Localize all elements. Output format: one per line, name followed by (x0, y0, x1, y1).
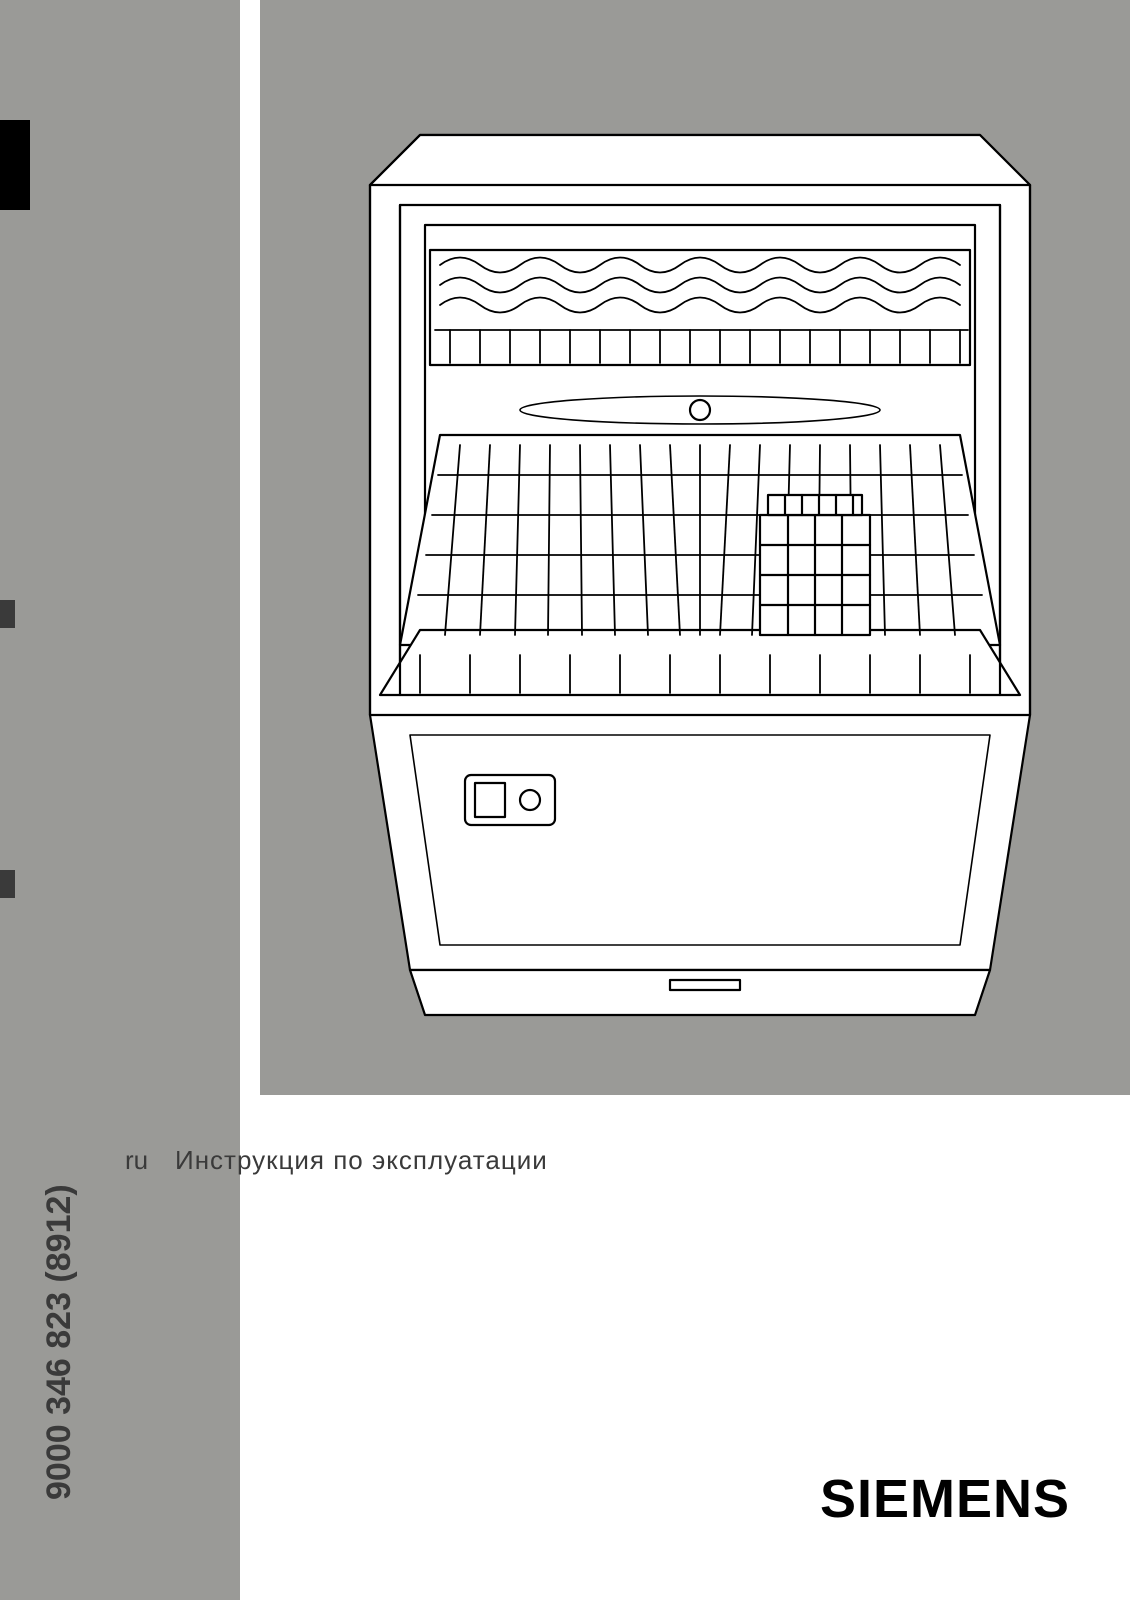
document-number: 9000 346 823 (8912) (40, 1184, 79, 1500)
accent-vertical-line (94, 1135, 100, 1515)
sidebar-tick-mark (0, 870, 15, 898)
horizontal-gap (260, 1095, 1130, 1117)
sidebar-black-tab (0, 120, 30, 210)
brand-logo-text: SIEMENS (820, 1468, 1070, 1530)
vertical-gap (240, 0, 260, 1600)
manual-title: Инструкция по эксплуатации (175, 1145, 548, 1176)
dishwasher-illustration (330, 75, 1070, 1065)
language-code: ru (125, 1145, 148, 1176)
sidebar-gray-column (0, 0, 240, 1600)
sidebar-tick-mark (0, 600, 15, 628)
